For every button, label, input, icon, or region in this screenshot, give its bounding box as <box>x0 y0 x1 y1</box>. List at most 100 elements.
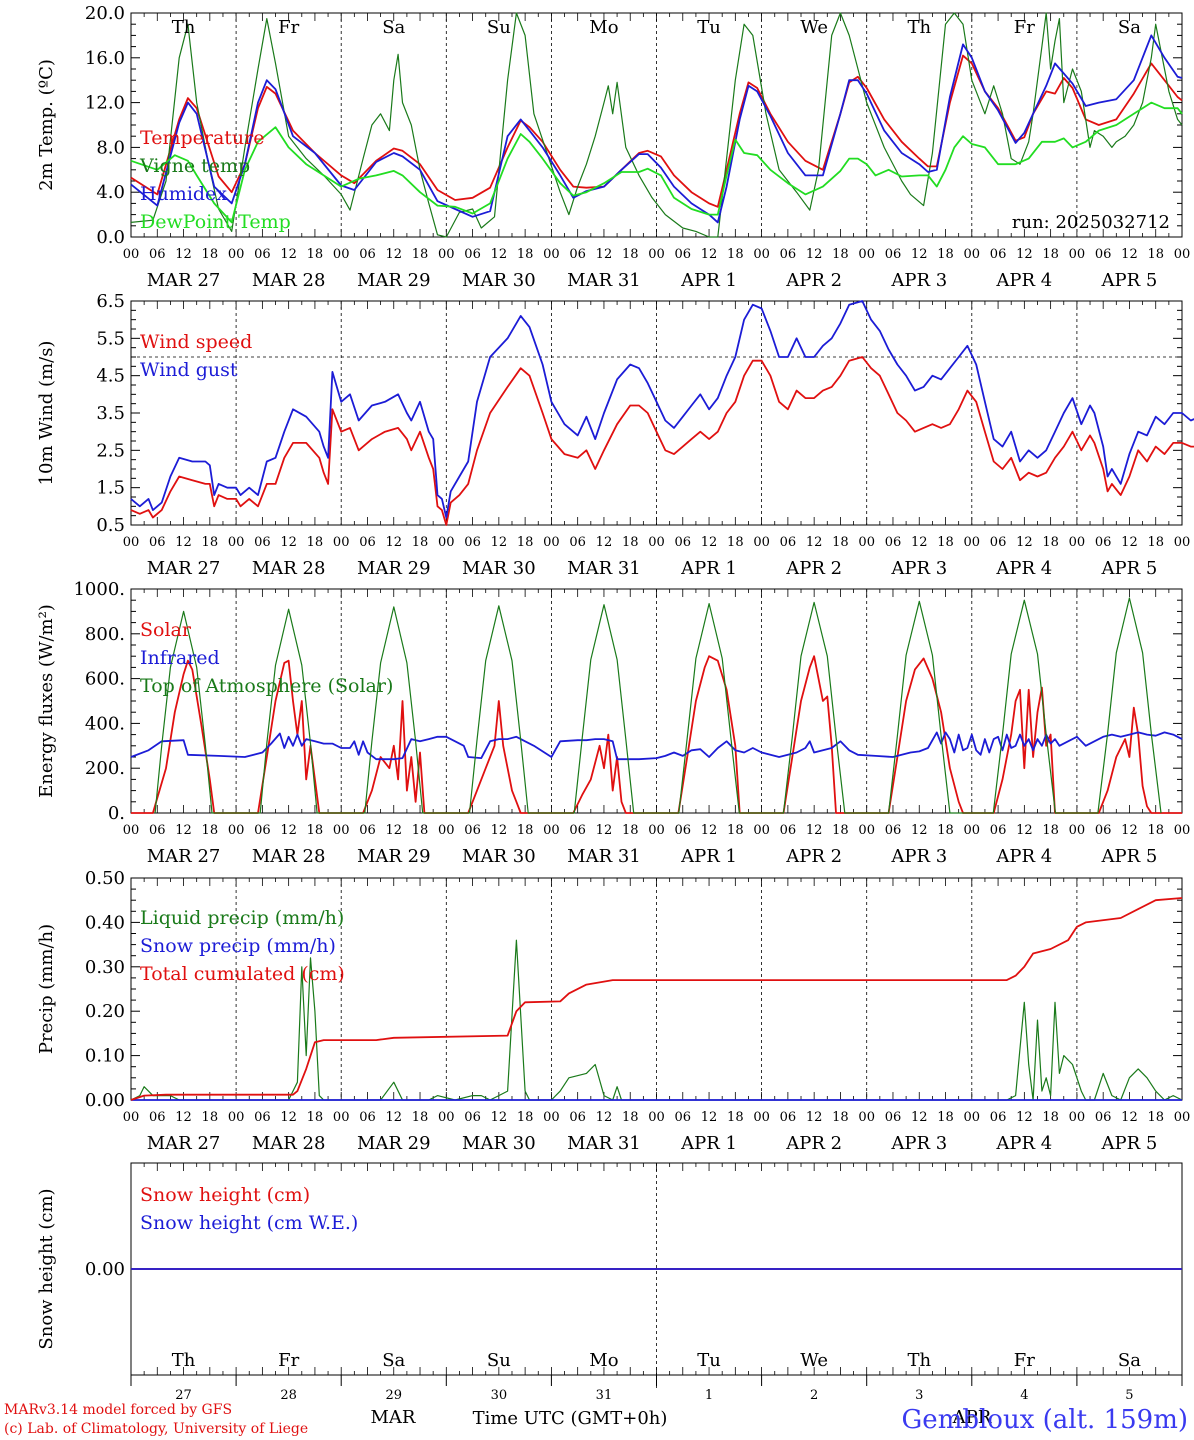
x-tick-label: 12 <box>701 1110 718 1125</box>
x-tick-label: 18 <box>622 823 639 838</box>
x-tick-label: 06 <box>675 535 692 550</box>
x-tick-label: 06 <box>990 247 1007 262</box>
date-label: MAR 27 <box>147 1133 221 1154</box>
weekday-label: Tu <box>697 1350 721 1371</box>
x-tick-label: 06 <box>569 823 586 838</box>
x-tick-label: 00 <box>333 823 350 838</box>
x-tick-label: 18 <box>1042 823 1059 838</box>
x-tick-label: 00 <box>333 247 350 262</box>
x-tick-label: 06 <box>359 535 376 550</box>
date-label: APR 3 <box>890 846 947 867</box>
x-tick-label: 12 <box>911 823 928 838</box>
x-tick-label: 06 <box>359 823 376 838</box>
x-tick-label: 06 <box>464 1110 481 1125</box>
panel-4: 0.00 0.10 0.20 0.30 0.40 0.50 Precip (mm/h) Liq… <box>36 868 1190 1154</box>
x-tick-label: 06 <box>464 535 481 550</box>
series-infrared-line <box>130 731 1183 761</box>
x-tick-label: 18 <box>412 823 429 838</box>
x-tick-label: 18 <box>307 535 324 550</box>
date-label: APR 3 <box>890 270 947 291</box>
x-tick-label: 18 <box>622 1110 639 1125</box>
x-tick-label: 18 <box>727 535 744 550</box>
weekday-label: Fr <box>1014 17 1035 38</box>
x-tick-label: 06 <box>464 247 481 262</box>
station-label: Gembloux (alt. 159m) <box>902 1405 1188 1435</box>
x-tick-label: 18 <box>1147 1110 1164 1125</box>
panel-1: 0.0 4.0 8.0 12.0 16.0 20.0 2m Temp. (ºC) Temper… <box>36 3 1190 291</box>
x-tick-label: 06 <box>1095 823 1112 838</box>
x-tick-label: 18 <box>202 1110 219 1125</box>
x-tick-label: 00 <box>438 247 455 262</box>
x-tick-label: 06 <box>675 823 692 838</box>
x-tick-label: 12 <box>1016 247 1033 262</box>
x-tick-label: 00 <box>858 247 875 262</box>
x-tick-label: 00 <box>648 823 665 838</box>
date-label: APR 4 <box>995 270 1052 291</box>
series-total-cumulated-cm--line <box>130 897 1183 1101</box>
x-tick-label: 06 <box>569 247 586 262</box>
x-tick-label: 00 <box>753 1110 770 1125</box>
y-tick-label: 0.20 <box>85 1001 125 1022</box>
weekday-label: Su <box>487 17 511 38</box>
x-tick-label: 00 <box>648 247 665 262</box>
x-tick-label: 12 <box>491 1110 508 1125</box>
x-tick-label: 12 <box>911 247 928 262</box>
x-tick-label: 06 <box>780 535 797 550</box>
weekday-label: Sa <box>1118 1350 1141 1371</box>
x-tick-label: 00 <box>543 535 560 550</box>
month-label: MAR <box>371 1407 416 1428</box>
x-tick-label: 00 <box>333 1110 350 1125</box>
x-tick-label: 06 <box>254 1110 271 1125</box>
legend-entry: Temperature <box>140 127 264 149</box>
x-tick-label: 12 <box>701 823 718 838</box>
x-tick-label: 18 <box>937 1110 954 1125</box>
x-tick-label: 18 <box>412 247 429 262</box>
x-tick-label: 00 <box>858 1110 875 1125</box>
plot-frame <box>130 300 1183 526</box>
legend-entry: Snow precip (mm/h) <box>140 935 336 957</box>
x-tick-label: 12 <box>806 1110 823 1125</box>
weekday-label: Mo <box>589 17 618 38</box>
x-tick-label: 12 <box>596 535 613 550</box>
x-tick-label: 18 <box>727 247 744 262</box>
x-tick-label: 18 <box>517 1110 534 1125</box>
x-tick-label: 18 <box>727 1110 744 1125</box>
date-label: APR 1 <box>680 270 737 291</box>
x-tick-label: 12 <box>1121 247 1138 262</box>
date-label: MAR 29 <box>357 1133 431 1154</box>
x-tick-label: 12 <box>1016 1110 1033 1125</box>
x-tick-label: 12 <box>280 1110 297 1125</box>
x-tick-label: 00 <box>964 535 981 550</box>
x-tick-label: 12 <box>1016 823 1033 838</box>
day-number-label: 28 <box>280 1388 297 1403</box>
y-tick-label: 1.5 <box>96 478 125 499</box>
x-tick-label: 06 <box>990 535 1007 550</box>
y-axis-label: Energy fluxes (W/m²) <box>36 604 57 798</box>
weekday-label: Th <box>907 1350 931 1371</box>
x-tick-label: 06 <box>780 823 797 838</box>
x-tick-label: 18 <box>412 535 429 550</box>
x-tick-label: 00 <box>333 535 350 550</box>
x-tick-label: 12 <box>596 823 613 838</box>
date-label: MAR 30 <box>462 270 536 291</box>
y-tick-label: 3.5 <box>96 403 125 424</box>
x-tick-label: 18 <box>622 535 639 550</box>
y-tick-label: 0.40 <box>85 912 125 933</box>
x-tick-label: 12 <box>806 823 823 838</box>
y-tick-label: 12.0 <box>85 93 125 114</box>
x-tick-label: 12 <box>1121 1110 1138 1125</box>
x-tick-label: 18 <box>1042 535 1059 550</box>
date-label: APR 2 <box>785 1133 842 1154</box>
x-tick-label: 06 <box>885 823 902 838</box>
x-tick-label: 12 <box>596 1110 613 1125</box>
x-tick-label: 18 <box>1147 823 1164 838</box>
date-label: MAR 31 <box>567 270 641 291</box>
series-vigne-temp-line <box>130 12 1183 238</box>
x-tick-label: 12 <box>491 823 508 838</box>
x-tick-label: 00 <box>858 535 875 550</box>
series-dewpoint-temp-line <box>130 101 1183 224</box>
x-tick-label: 06 <box>149 1110 166 1125</box>
x-tick-label: 18 <box>307 247 324 262</box>
x-tick-label: 18 <box>1147 535 1164 550</box>
x-tick-label: 00 <box>753 535 770 550</box>
